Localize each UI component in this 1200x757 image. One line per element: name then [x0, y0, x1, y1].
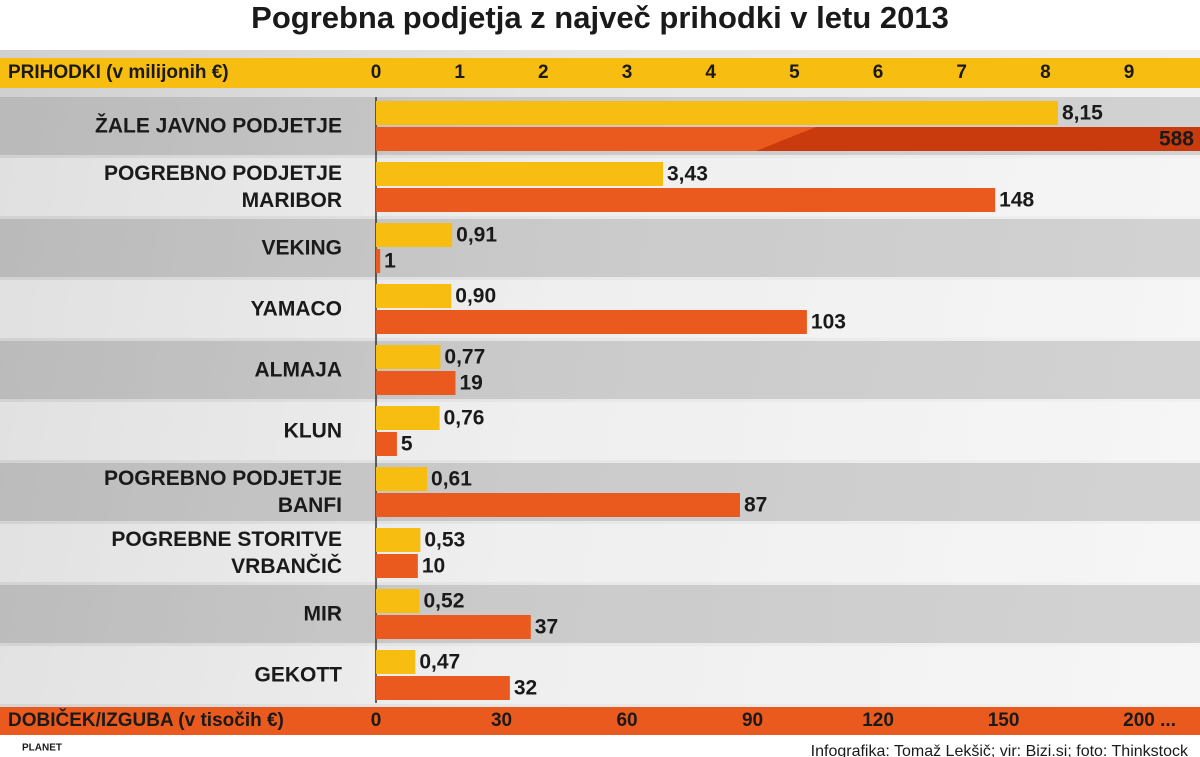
- x2-tick-label: 90: [742, 710, 763, 731]
- profit-label: 5: [401, 433, 413, 456]
- profit-label: 148: [999, 189, 1034, 212]
- x2-tick-label: 150: [988, 710, 1020, 731]
- profit-label: 588: [1159, 128, 1194, 151]
- revenue-label: 0,52: [424, 590, 465, 613]
- profit-label: 37: [535, 616, 558, 639]
- x2-axis-label: DOBIČEK/IZGUBA (v tisočih €): [8, 709, 284, 731]
- profit-label: 103: [811, 311, 846, 334]
- x-tick-label: 6: [873, 62, 884, 83]
- profit-bar: [376, 432, 397, 456]
- x-tick-label: 9: [1124, 62, 1135, 83]
- revenue-label: 0,76: [444, 407, 485, 430]
- revenue-label: 3,43: [667, 163, 708, 186]
- chart-title: Pogrebna podjetja z največ prihodki v le…: [251, 0, 949, 35]
- footer-band: [0, 735, 1200, 757]
- axis-break: [756, 127, 1200, 151]
- x-tick-label: 7: [956, 62, 967, 83]
- revenue-bar: [376, 101, 1058, 125]
- title-band: [0, 0, 1200, 50]
- revenue-bar: [376, 284, 452, 308]
- row-band: [0, 402, 1200, 460]
- source: Infografika: Tomaž Lekšič; vir: Bizi.si;…: [811, 743, 1189, 757]
- profit-label: 1: [384, 250, 396, 273]
- row-band: [0, 524, 1200, 582]
- revenue-bar: [376, 589, 420, 613]
- revenue-bar: [376, 650, 416, 674]
- revenue-bar: [376, 345, 441, 369]
- profit-label: 32: [514, 677, 537, 700]
- bottom-axis-band: [0, 707, 1200, 735]
- revenue-bar: [376, 467, 428, 491]
- x-tick-label: 3: [622, 62, 633, 83]
- profit-bar: [376, 615, 531, 639]
- revenue-label: 0,47: [419, 651, 460, 674]
- profit-bar: [376, 310, 807, 334]
- revenue-bar: [376, 223, 453, 247]
- profit-bar: [376, 676, 510, 700]
- x-tick-label: 8: [1040, 62, 1051, 83]
- revenue-bar: [376, 162, 663, 186]
- category-label: ALMAJA: [254, 358, 343, 382]
- x-tick-label: 0: [371, 62, 382, 83]
- category-label: ŽALE JAVNO PODJETJE: [95, 114, 342, 138]
- row-band: [0, 646, 1200, 704]
- x-axis-label: PRIHODKI (v milijonih €): [8, 62, 229, 83]
- revenue-label: 0,53: [424, 529, 465, 552]
- revenue-label: 0,90: [455, 285, 496, 308]
- revenue-label: 0,61: [431, 468, 472, 491]
- category-label: POGREBNO PODJETJE MARIBOR: [103, 162, 342, 212]
- row-band: [0, 219, 1200, 277]
- category-label: VEKING: [261, 236, 342, 260]
- profit-bar: [376, 249, 381, 273]
- category-label: POGREBNO PODJETJE BANFI: [103, 467, 342, 517]
- revenue-bar: [376, 528, 421, 552]
- profit-bar: [376, 554, 418, 578]
- category-label: MIR: [303, 602, 343, 626]
- category-label: YAMACO: [250, 297, 342, 321]
- x2-tick-label: 60: [616, 710, 637, 731]
- profit-bar: [376, 188, 996, 212]
- revenue-label: 8,15: [1062, 102, 1103, 125]
- row-band: [0, 585, 1200, 643]
- row-band: [0, 341, 1200, 399]
- category-label: POGREBNE STORITVE VRBANČIČ: [111, 528, 342, 578]
- x2-tick-label: 30: [491, 710, 512, 731]
- x2-tick-label: 120: [862, 710, 894, 731]
- category-label: GEKOTT: [254, 663, 343, 687]
- top-axis-band: [0, 58, 1200, 88]
- x-tick-label: 1: [454, 62, 465, 83]
- revenue-label: 0,91: [456, 224, 497, 247]
- profit-bar: [376, 371, 456, 395]
- x-tick-label: 4: [705, 62, 716, 83]
- category-label: KLUN: [283, 419, 342, 443]
- revenue-label: 0,77: [444, 346, 485, 369]
- profit-label: 87: [744, 494, 767, 517]
- x2-tick-label: 200 ...: [1123, 710, 1176, 731]
- profit-label: 19: [459, 372, 482, 395]
- x2-tick-label: 0: [371, 710, 382, 731]
- logo: PLANET: [22, 743, 62, 754]
- x-tick-label: 2: [538, 62, 549, 83]
- x-tick-label: 5: [789, 62, 800, 83]
- revenue-bar: [376, 406, 440, 430]
- profit-bar: [376, 493, 740, 517]
- profit-label: 10: [422, 555, 445, 578]
